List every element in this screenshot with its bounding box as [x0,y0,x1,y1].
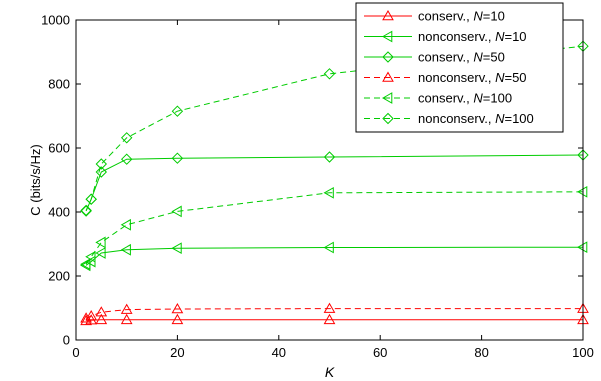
legend-marker [381,92,393,104]
data-point-marker [323,302,336,313]
legend: conserv., N=10 nonconserv., N=10 conserv.,… [355,2,564,133]
data-point-marker [120,313,133,325]
data-point-marker [323,313,336,325]
x-tick-label: 80 [474,345,488,360]
series-line [85,308,583,319]
series-line [85,191,584,265]
x-tick-label: 40 [272,345,286,360]
data-point-marker [120,303,133,314]
legend-label: conserv., N=10 [418,9,505,24]
data-point-marker [95,166,108,178]
legend-marker [382,112,394,125]
series-2 [80,241,588,272]
data-point-marker [95,306,108,317]
data-point-marker [80,204,92,217]
legend-item: conserv., N=100 [364,91,512,106]
data-point-marker [120,153,133,165]
series-1 [80,313,589,326]
x-tick-label: 60 [373,345,387,360]
data-point-marker [171,313,184,325]
data-point-marker [95,247,106,259]
legend-marker [381,30,393,43]
series-4 [80,302,589,323]
axes-frame [75,19,584,341]
legend-marker [382,51,394,63]
data-point-marker [95,236,106,249]
data-point-marker [323,68,336,80]
data-point-marker [85,250,96,263]
data-point-marker [120,132,133,144]
data-point-marker [120,243,131,256]
x-tick-label: 0 [72,345,79,360]
legend-label: nonconserv., N=100 [418,111,534,126]
x-tick-label: 20 [170,345,184,360]
data-point-marker [323,151,336,163]
plot-series-layer [80,40,589,326]
y-tick-label: 1000 [41,13,70,28]
legend-label: conserv., N=50 [418,50,505,65]
data-point-marker [95,313,108,325]
legend-label: conserv., N=100 [418,91,512,106]
data-point-marker [323,241,334,254]
data-point-marker [171,242,182,255]
y-tick-label: 800 [48,77,70,92]
legend-label: nonconserv., N=10 [418,29,527,44]
data-point-marker [171,105,184,117]
y-tick-label: 200 [48,269,70,284]
y-tick-label: 400 [48,205,70,220]
data-point-marker [576,241,588,254]
data-point-marker [323,186,334,199]
legend-marker [382,9,394,21]
y-tick-label: 0 [63,333,70,348]
y-tick-label: 600 [48,141,70,156]
y-axis-label: C (bits/s/Hz) [28,144,43,216]
series-line [85,45,584,211]
data-point-marker [85,193,97,205]
x-tick-label: 100 [572,345,594,360]
data-point-marker [95,158,108,170]
legend-label: nonconserv., N=50 [418,70,527,85]
data-point-marker [85,309,98,321]
x-axis-label: K [325,364,335,380]
data-point-marker [576,185,588,198]
legend-item: conserv., N=10 [364,9,505,24]
legend-item: conserv., N=50 [364,50,505,65]
series-line [86,319,583,322]
data-point-marker [171,152,184,164]
series-line [85,246,584,266]
data-point-marker [80,312,92,323]
series-5 [80,185,588,271]
series-3 [80,149,589,217]
series-6 [80,40,589,217]
data-point-marker [171,205,182,218]
data-point-marker [80,258,91,271]
data-point-marker [171,302,184,314]
legend-item: nonconserv., N=50 [364,70,527,85]
legend-item: nonconserv., N=100 [364,111,534,126]
legend-marker [382,71,394,82]
data-point-marker [120,218,131,231]
legend-box [355,2,564,133]
series-line [85,154,584,212]
legend-item: nonconserv., N=10 [364,29,527,44]
